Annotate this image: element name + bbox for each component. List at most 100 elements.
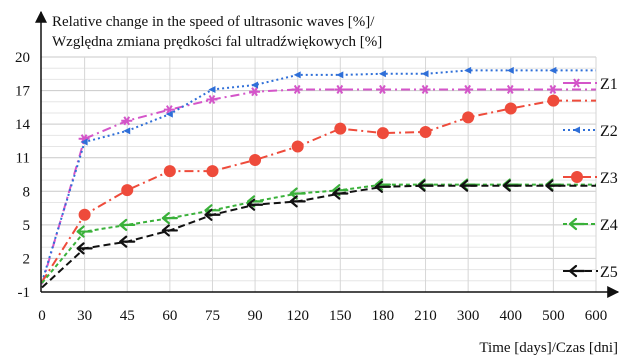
data-point-z1 (462, 84, 474, 94)
x-tick-label: 30 (77, 308, 92, 324)
data-point-z3 (504, 102, 517, 115)
x-tick-label: 120 (286, 308, 309, 324)
legend-item-z2: Z2 (563, 123, 618, 140)
data-point-z4 (119, 218, 136, 231)
legend-marker-z2 (573, 126, 580, 134)
x-tick-label: 90 (248, 308, 263, 324)
series-line-z3 (41, 99, 596, 283)
data-point-z2 (336, 71, 344, 79)
legend-label-z2: Z2 (600, 123, 618, 140)
data-point-z2 (506, 66, 514, 74)
data-point-z3 (547, 94, 560, 107)
legend: Z1 Z2 Z3 Z4 Z5 (563, 76, 618, 281)
data-point-z4 (161, 212, 178, 225)
x-tick-label: 60 (162, 308, 177, 324)
legend-marker-z3 (571, 171, 583, 183)
data-point-z4 (76, 225, 93, 238)
data-point-z1 (206, 94, 218, 105)
data-point-z2 (80, 138, 88, 146)
series-z1 (41, 84, 596, 285)
data-point-z1 (291, 84, 303, 94)
data-point-z3 (376, 127, 389, 140)
data-point-z5 (204, 208, 221, 221)
data-point-z3 (78, 208, 91, 221)
y-tick-label: 14 (15, 117, 31, 133)
data-point-z5 (417, 179, 434, 192)
data-point-z2 (165, 110, 173, 118)
data-point-z1 (376, 84, 388, 94)
series-line-z4 (41, 183, 596, 284)
y-tick-label: 11 (16, 151, 30, 167)
legend-label-z1: Z1 (600, 76, 618, 93)
legend-label-z4: Z4 (600, 217, 618, 234)
series-z5 (41, 179, 596, 289)
legend-label-z3: Z3 (600, 170, 618, 187)
legend-item-z3: Z3 (563, 170, 618, 187)
series-line-z1 (41, 88, 596, 285)
legend-marker-z1 (571, 78, 582, 88)
y-tick-label: 8 (23, 184, 31, 200)
data-point-z2 (123, 127, 131, 135)
y-tick-label: 5 (23, 218, 31, 234)
y-tick-label: 17 (15, 84, 31, 100)
data-point-z5 (460, 179, 477, 192)
data-point-z5 (119, 235, 136, 248)
x-tick-label: 500 (542, 308, 565, 324)
data-point-z5 (374, 180, 392, 193)
gridlines (41, 56, 597, 293)
x-tick-label: 75 (205, 308, 220, 324)
y-tick-label: 20 (15, 50, 30, 66)
x-tick-label: 0 (38, 308, 46, 324)
x-tick-label: 180 (372, 308, 395, 324)
data-point-z1 (334, 84, 346, 94)
legend-label-z5: Z5 (600, 264, 618, 281)
y-axis-label-line-1: Relative change in the speed of ultrason… (52, 14, 375, 30)
data-point-z3 (121, 184, 134, 197)
data-point-z1 (121, 116, 133, 126)
data-point-z3 (206, 165, 219, 178)
x-tick-label: 210 (414, 308, 437, 324)
data-point-z2 (293, 71, 301, 79)
legend-item-z1: Z1 (563, 76, 618, 93)
series-z2 (41, 66, 596, 283)
y-tick-label: 2 (23, 251, 31, 267)
data-point-z5 (161, 224, 178, 237)
data-point-z2 (464, 66, 472, 74)
data-point-z3 (419, 125, 432, 138)
x-axis-label: Time [days]/Czas [dni] (479, 340, 618, 356)
data-point-z2 (251, 81, 259, 89)
x-tick-label: 45 (120, 308, 135, 324)
y-tick-label: -1 (18, 285, 31, 301)
data-point-z2 (421, 70, 429, 78)
data-point-z5 (332, 187, 349, 200)
data-point-z3 (334, 122, 347, 135)
data-point-z5 (545, 179, 562, 192)
x-tick-label: 600 (585, 308, 608, 324)
x-tick-labels: 0 30 45 60 75 90 120 150 180 210 300 400 500 600 (38, 308, 607, 324)
data-point-z3 (249, 153, 262, 166)
x-tick-label: 150 (329, 308, 352, 324)
data-point-z2 (208, 85, 216, 93)
legend-item-z5: Z5 (563, 264, 618, 281)
data-point-z3 (291, 140, 304, 153)
data-point-z3 (462, 111, 475, 124)
data-point-z1 (419, 84, 431, 94)
data-point-z3 (163, 165, 176, 178)
legend-marker-z4 (568, 217, 586, 231)
series-z3 (41, 94, 596, 283)
data-point-z5 (246, 198, 264, 211)
legend-item-z4: Z4 (563, 217, 618, 234)
data-point-z5 (289, 195, 306, 208)
data-point-z2 (378, 70, 386, 78)
x-tick-label: 400 (500, 308, 523, 324)
data-point-z1 (504, 84, 516, 94)
x-tick-label: 300 (457, 308, 480, 324)
data-point-z1 (547, 84, 559, 94)
y-axis-label-line-2: Względna zmiana prędkości fal ultradźwię… (52, 34, 382, 50)
series-layer (41, 66, 596, 289)
y-tick-labels: -1 2 5 8 11 14 17 20 (15, 50, 31, 301)
data-point-z1 (249, 87, 261, 97)
legend-marker-z5 (568, 264, 586, 278)
data-point-z5 (76, 242, 93, 255)
